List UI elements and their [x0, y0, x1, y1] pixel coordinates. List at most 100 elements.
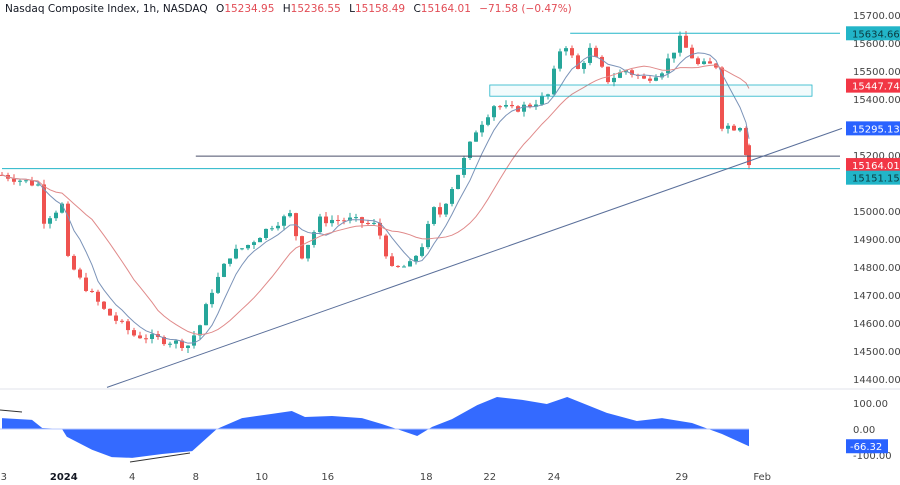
- y-axis-tick-label: 15600.00: [853, 39, 900, 50]
- candle-body: [558, 51, 562, 69]
- price-label-slow-ma-bg: [846, 78, 900, 93]
- candle-body: [90, 290, 94, 292]
- candle-body: [300, 236, 304, 259]
- candle: [36, 181, 40, 187]
- y-axis-tick-label: 14400.00: [853, 375, 900, 386]
- candle: [720, 66, 724, 132]
- x-axis-tick-label: 18: [420, 472, 433, 483]
- candle-body: [342, 220, 346, 222]
- open-value: O15234.95: [216, 3, 274, 15]
- candle: [318, 213, 322, 235]
- candle-body: [78, 269, 82, 278]
- low-value: L15158.49: [349, 3, 405, 15]
- candle-body: [618, 72, 622, 78]
- candle: [270, 225, 274, 232]
- price-label-last: 15164.01: [846, 158, 900, 173]
- candle: [672, 52, 676, 63]
- candle-body: [438, 207, 442, 215]
- candle: [198, 324, 202, 340]
- candle: [336, 215, 340, 225]
- candle-body: [24, 180, 28, 182]
- candle: [96, 289, 100, 306]
- candle: [276, 221, 280, 231]
- candle-body: [288, 213, 292, 217]
- candle-body: [114, 315, 118, 321]
- candle-body: [246, 244, 250, 249]
- candle-body: [72, 255, 76, 270]
- oscillator-last-label: -66.32: [846, 439, 888, 454]
- candle-body: [12, 178, 16, 182]
- candle-body: [684, 35, 688, 48]
- candle: [258, 237, 262, 243]
- candle: [420, 243, 424, 258]
- candle: [600, 55, 604, 68]
- candle: [372, 218, 376, 226]
- candle: [522, 101, 526, 117]
- candle: [12, 174, 16, 185]
- candle: [588, 43, 592, 66]
- candle: [324, 212, 328, 227]
- candle: [228, 258, 232, 267]
- x-axis-tick-label: 24: [548, 472, 561, 483]
- candle-body: [504, 104, 508, 107]
- candle: [54, 210, 58, 221]
- candle-body: [186, 345, 190, 349]
- candle-body: [36, 184, 40, 186]
- candle-body: [30, 180, 34, 186]
- candle-body: [642, 76, 646, 79]
- candle: [678, 31, 682, 57]
- candle: [594, 45, 598, 58]
- chart-legend: Nasdaq Composite Index, 1h, NASDAQ O1523…: [5, 3, 577, 15]
- candle-body: [402, 266, 406, 268]
- price-label-trendline-text: 15295.13: [852, 124, 900, 135]
- candle: [576, 53, 580, 70]
- oscillator-tick-label: 100.00: [853, 399, 888, 410]
- candle-body: [630, 70, 634, 75]
- candle: [660, 71, 664, 80]
- candle: [444, 203, 448, 217]
- resistance-zone: [489, 84, 813, 97]
- candle-body: [330, 219, 334, 224]
- candle-body: [354, 217, 358, 219]
- candle: [402, 264, 406, 268]
- candle: [564, 46, 568, 56]
- candle-body: [492, 106, 496, 118]
- candle-body: [324, 216, 328, 224]
- candle-body: [180, 340, 184, 349]
- close-label: C: [413, 3, 421, 15]
- candle: [282, 214, 286, 231]
- candle-body: [270, 228, 274, 230]
- candle-body: [126, 321, 130, 331]
- candle-body: [432, 207, 436, 224]
- open-number: 15234.95: [224, 3, 275, 15]
- candle-body: [747, 145, 751, 166]
- candle-body: [534, 104, 538, 107]
- candle: [570, 45, 574, 59]
- candle-body: [96, 291, 100, 302]
- candle-body: [720, 67, 724, 129]
- x-axis-tick-label: Feb: [753, 472, 771, 483]
- y-axis-tick-label: 15700.00: [853, 11, 900, 22]
- candle-body: [366, 222, 370, 224]
- candle-body: [426, 223, 430, 248]
- candle: [168, 341, 172, 348]
- candle: [684, 31, 688, 48]
- candle: [552, 65, 556, 97]
- price-label-trendline-bg: [846, 121, 900, 136]
- candle: [408, 258, 412, 267]
- y-axis-tick-label: 14500.00: [853, 347, 900, 358]
- candle: [618, 69, 622, 79]
- candle: [288, 209, 292, 218]
- candle-body: [654, 77, 658, 81]
- candle: [468, 141, 472, 161]
- candle-body: [312, 232, 316, 245]
- change-value: −71.58 (−0.47%): [479, 3, 572, 15]
- candle-body: [162, 336, 166, 345]
- price-label-resistance: 15634.66: [846, 26, 900, 41]
- candle: [72, 254, 76, 271]
- candle-body: [276, 225, 280, 229]
- candle-body: [48, 218, 52, 224]
- candle-body: [576, 55, 580, 69]
- candle: [66, 201, 70, 258]
